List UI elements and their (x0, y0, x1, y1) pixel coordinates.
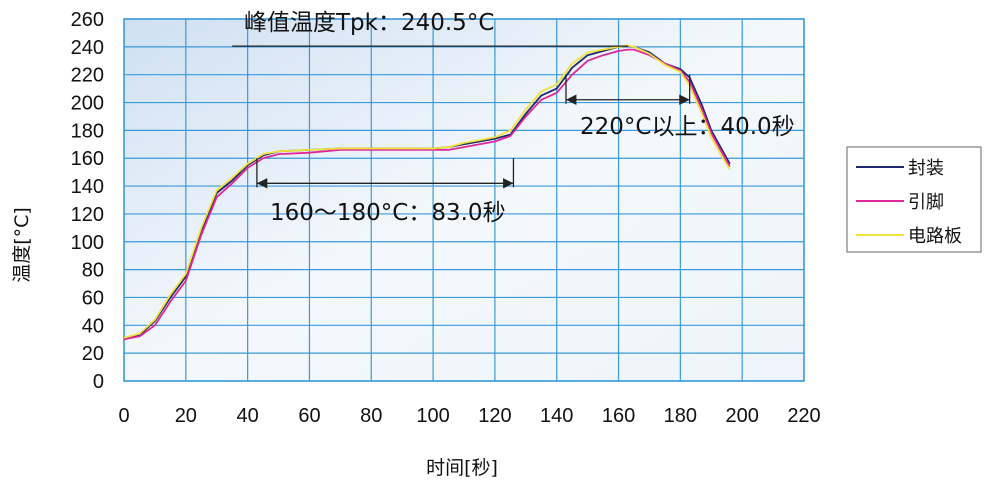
x-tick-label: 80 (360, 405, 382, 427)
legend-label: 电路板 (908, 226, 962, 247)
y-tick-label: 200 (71, 93, 104, 115)
x-tick-label: 40 (237, 405, 259, 427)
y-tick-label: 100 (71, 232, 104, 254)
above-220-arrow (565, 74, 691, 105)
x-axis-label: 时间[秒] (426, 457, 498, 479)
series-lines (123, 44, 731, 341)
x-tick-label: 20 (175, 405, 197, 427)
y-tick-label: 40 (82, 315, 104, 337)
y-tick-labels: 0 20 40 60 80 100 120 140 160 180 200 220 240 260 (71, 9, 104, 393)
legend-label: 封装 (908, 158, 944, 179)
x-tick-label: 120 (478, 405, 511, 427)
x-tick-label: 140 (540, 405, 573, 427)
y-tick-label: 120 (71, 204, 104, 226)
x-tick-label: 200 (725, 405, 758, 427)
y-tick-label: 260 (71, 9, 104, 31)
y-tick-label: 180 (71, 120, 104, 142)
x-tick-label: 220 (787, 405, 820, 427)
y-tick-label: 20 (82, 343, 104, 365)
y-tick-label: 220 (71, 65, 104, 87)
legend-label: 引脚 (908, 192, 944, 213)
x-tick-label: 0 (118, 405, 129, 427)
above-220-annotation: 220°C以上：40.0秒 (580, 114, 795, 140)
y-axis-label: 温度[°C] (11, 207, 33, 283)
peak-annotation: 峰值温度Tpk：240.5°C (244, 10, 494, 36)
y-tick-label: 140 (71, 176, 104, 198)
grid-lines (123, 18, 805, 382)
y-tick-label: 240 (71, 37, 104, 59)
x-tick-label: 100 (416, 405, 449, 427)
x-tick-labels: 0 20 40 60 80 100 120 140 160 180 200 220 (118, 405, 820, 427)
y-tick-label: 160 (71, 148, 104, 170)
series-line (123, 44, 731, 339)
y-tick-label: 80 (82, 260, 104, 282)
x-tick-label: 160 (602, 405, 635, 427)
x-tick-label: 180 (664, 405, 697, 427)
soak-160-180-arrow (256, 158, 515, 189)
y-tick-label: 0 (93, 371, 104, 393)
annotations: 峰值温度Tpk：240.5°C 220°C以上：40.0秒 160～180°C：… (232, 10, 795, 226)
x-tick-label: 60 (298, 405, 320, 427)
soak-160-180-annotation: 160～180°C：83.0秒 (270, 200, 506, 226)
y-tick-label: 60 (82, 287, 104, 309)
